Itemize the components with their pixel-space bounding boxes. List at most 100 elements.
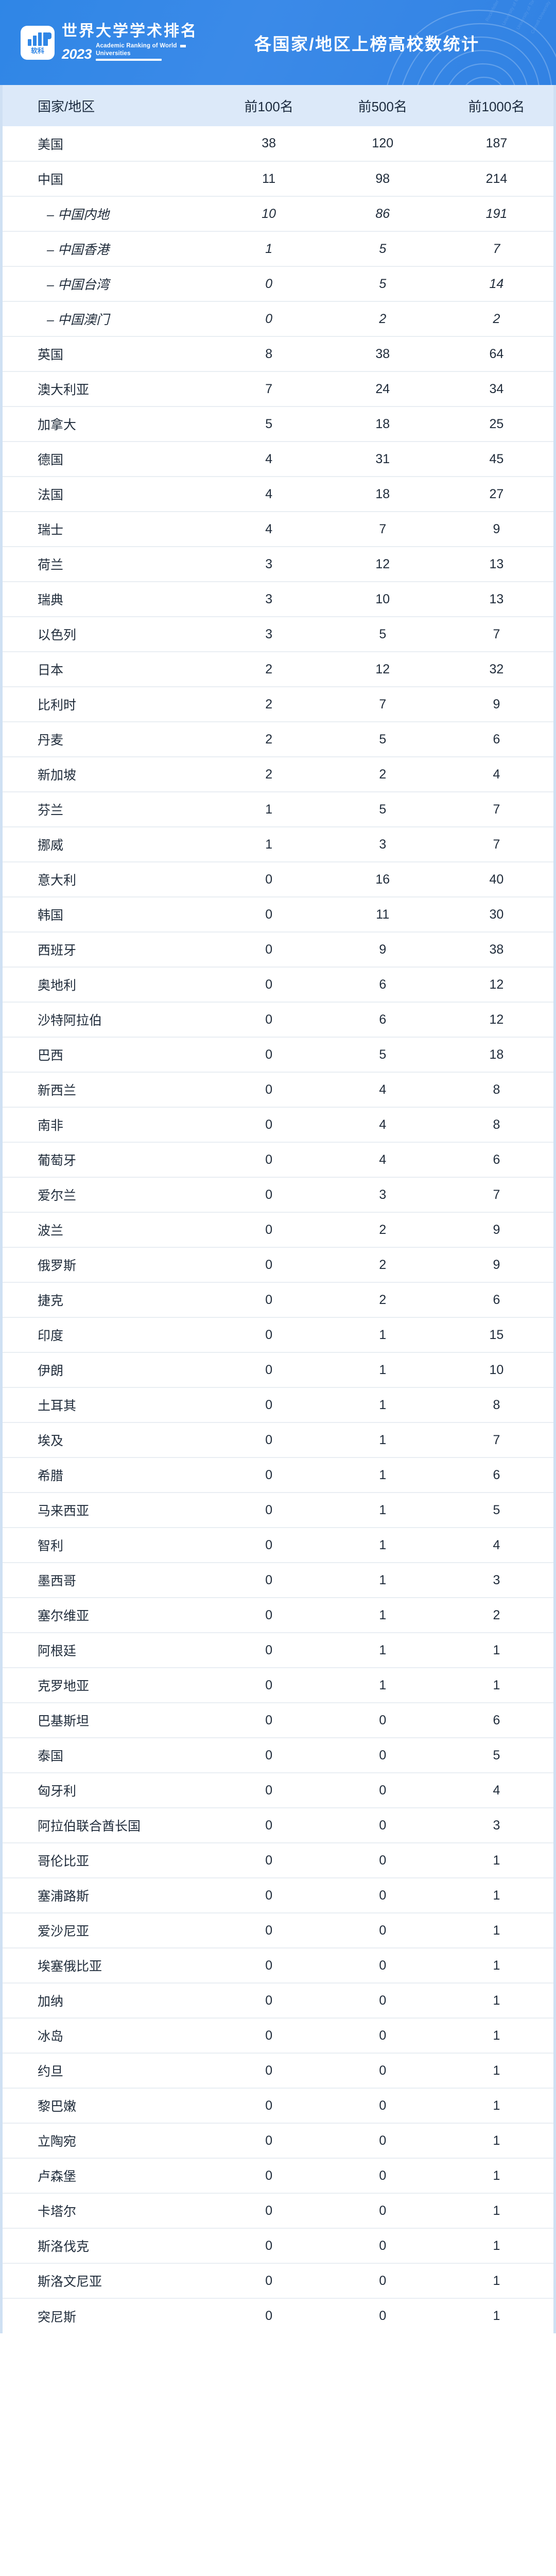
table-row[interactable]: 巴基斯坦 0 0 6 [3,1703,553,1738]
table-row[interactable]: 法国 4 18 27 [3,477,553,512]
cell-top100: 0 [212,1773,326,1808]
cell-top1000: 4 [439,757,553,792]
cell-country: 捷克 [3,1282,212,1318]
table-row[interactable]: 新西兰 0 4 8 [3,1072,553,1108]
table-row[interactable]: 新加坡 2 2 4 [3,757,553,792]
table-row[interactable]: 泰国 0 0 5 [3,1738,553,1773]
table-row[interactable]: 约旦 0 0 1 [3,2053,553,2089]
cell-top100: 0 [212,301,326,337]
cell-top1000: 25 [439,406,553,442]
table-row[interactable]: 克罗地亚 0 1 1 [3,1668,553,1703]
cell-top500: 0 [325,2053,440,2089]
table-row[interactable]: 突尼斯 0 0 1 [3,2298,553,2333]
table-row[interactable]: 伊朗 0 1 10 [3,1352,553,1388]
table-row[interactable]: 瑞士 4 7 9 [3,512,553,547]
table-row[interactable]: 挪威 1 3 7 [3,827,553,862]
cell-country: 约旦 [3,2053,212,2089]
table-row[interactable]: 沙特阿拉伯 0 6 12 [3,1002,553,1038]
cell-top100: 0 [212,2193,326,2229]
table-row[interactable]: 塞尔维亚 0 1 2 [3,1598,553,1633]
cell-top100: 0 [212,1983,326,2019]
cell-top1000: 10 [439,1352,553,1388]
table-row[interactable]: 黎巴嫩 0 0 1 [3,2088,553,2124]
table-row[interactable]: 英国 8 38 64 [3,336,553,372]
table-row[interactable]: 捷克 0 2 6 [3,1282,553,1318]
table-row[interactable]: 冰岛 0 0 1 [3,2018,553,2054]
table-row[interactable]: 以色列 3 5 7 [3,617,553,652]
cell-top100: 3 [212,617,326,652]
table-row[interactable]: 马来西亚 0 1 5 [3,1493,553,1528]
cell-country: 墨西哥 [3,1563,212,1598]
table-row[interactable]: 加拿大 5 18 25 [3,406,553,442]
table-row[interactable]: – 中国台湾 0 5 14 [3,266,553,302]
table-row[interactable]: 斯洛文尼亚 0 0 1 [3,2263,553,2299]
cell-top100: 0 [212,2228,326,2264]
table-row[interactable]: 葡萄牙 0 4 6 [3,1142,553,1178]
cell-top1000: 214 [439,161,553,197]
table-row[interactable]: 丹麦 2 5 6 [3,722,553,757]
cell-top500: 0 [325,1773,440,1808]
cell-country: 斯洛伐克 [3,2228,212,2264]
table-row[interactable]: 爱尔兰 0 3 7 [3,1177,553,1213]
cell-country: 沙特阿拉伯 [3,1002,212,1038]
table-row[interactable]: 匈牙利 0 0 4 [3,1773,553,1808]
table-row[interactable]: 南非 0 4 8 [3,1107,553,1143]
table-row[interactable]: 塞浦路斯 0 0 1 [3,1878,553,1913]
table-row[interactable]: 瑞典 3 10 13 [3,582,553,617]
cell-top100: 0 [212,1703,326,1738]
table-row[interactable]: 比利时 2 7 9 [3,687,553,722]
cell-top500: 1 [325,1633,440,1668]
table-row[interactable]: 中国 11 98 214 [3,161,553,197]
cell-country: 奥地利 [3,967,212,1003]
cell-top500: 4 [325,1072,440,1108]
table-row[interactable]: 俄罗斯 0 2 9 [3,1247,553,1283]
table-row[interactable]: 荷兰 3 12 13 [3,547,553,582]
cell-top500: 5 [325,722,440,757]
table-row[interactable]: 波兰 0 2 9 [3,1212,553,1248]
table-row[interactable]: – 中国内地 10 86 191 [3,196,553,232]
table-row[interactable]: 哥伦比亚 0 0 1 [3,1843,553,1878]
table-row[interactable]: 印度 0 1 15 [3,1317,553,1353]
table-row[interactable]: 日本 2 12 32 [3,652,553,687]
cell-top500: 4 [325,1107,440,1143]
table-row[interactable]: 希腊 0 1 6 [3,1458,553,1493]
table-row[interactable]: 芬兰 1 5 7 [3,792,553,827]
table-row[interactable]: 卡塔尔 0 0 1 [3,2193,553,2229]
table-row[interactable]: 意大利 0 16 40 [3,862,553,897]
cell-top500: 0 [325,2263,440,2299]
table-row[interactable]: 西班牙 0 9 38 [3,932,553,968]
table-row[interactable]: 美国 38 120 187 [3,126,553,162]
table-row[interactable]: 加纳 0 0 1 [3,1983,553,2019]
cell-top100: 0 [212,2158,326,2194]
table-row[interactable]: 卢森堡 0 0 1 [3,2158,553,2194]
cell-country: 塞尔维亚 [3,1598,212,1633]
cell-top100: 0 [212,1037,326,1073]
cell-top500: 86 [325,196,440,232]
cell-top100: 10 [212,196,326,232]
table-row[interactable]: 奥地利 0 6 12 [3,967,553,1003]
table-row[interactable]: 立陶宛 0 0 1 [3,2123,553,2159]
cell-top1000: 7 [439,1422,553,1458]
table-row[interactable]: 土耳其 0 1 8 [3,1387,553,1423]
table-row[interactable]: 巴西 0 5 18 [3,1037,553,1073]
cell-top500: 0 [325,2193,440,2229]
table-row[interactable]: – 中国澳门 0 2 2 [3,301,553,337]
cell-top1000: 45 [439,442,553,477]
table-row[interactable]: 爱沙尼亚 0 0 1 [3,1913,553,1948]
table-row[interactable]: 澳大利亚 7 24 34 [3,371,553,407]
cell-top100: 0 [212,1913,326,1948]
table-row[interactable]: 埃及 0 1 7 [3,1422,553,1458]
table-row[interactable]: 阿拉伯联合酋长国 0 0 3 [3,1808,553,1843]
table-row[interactable]: 墨西哥 0 1 3 [3,1563,553,1598]
table-row[interactable]: 阿根廷 0 1 1 [3,1633,553,1668]
table-row[interactable]: 斯洛伐克 0 0 1 [3,2228,553,2264]
cell-top500: 1 [325,1668,440,1703]
table-row[interactable]: – 中国香港 1 5 7 [3,231,553,267]
table-row[interactable]: 德国 4 31 45 [3,442,553,477]
cell-top500: 1 [325,1563,440,1598]
table-row[interactable]: 智利 0 1 4 [3,1528,553,1563]
cell-country: 葡萄牙 [3,1142,212,1178]
cell-country: 美国 [3,126,212,162]
table-row[interactable]: 埃塞俄比亚 0 0 1 [3,1948,553,1984]
table-row[interactable]: 韩国 0 11 30 [3,897,553,933]
